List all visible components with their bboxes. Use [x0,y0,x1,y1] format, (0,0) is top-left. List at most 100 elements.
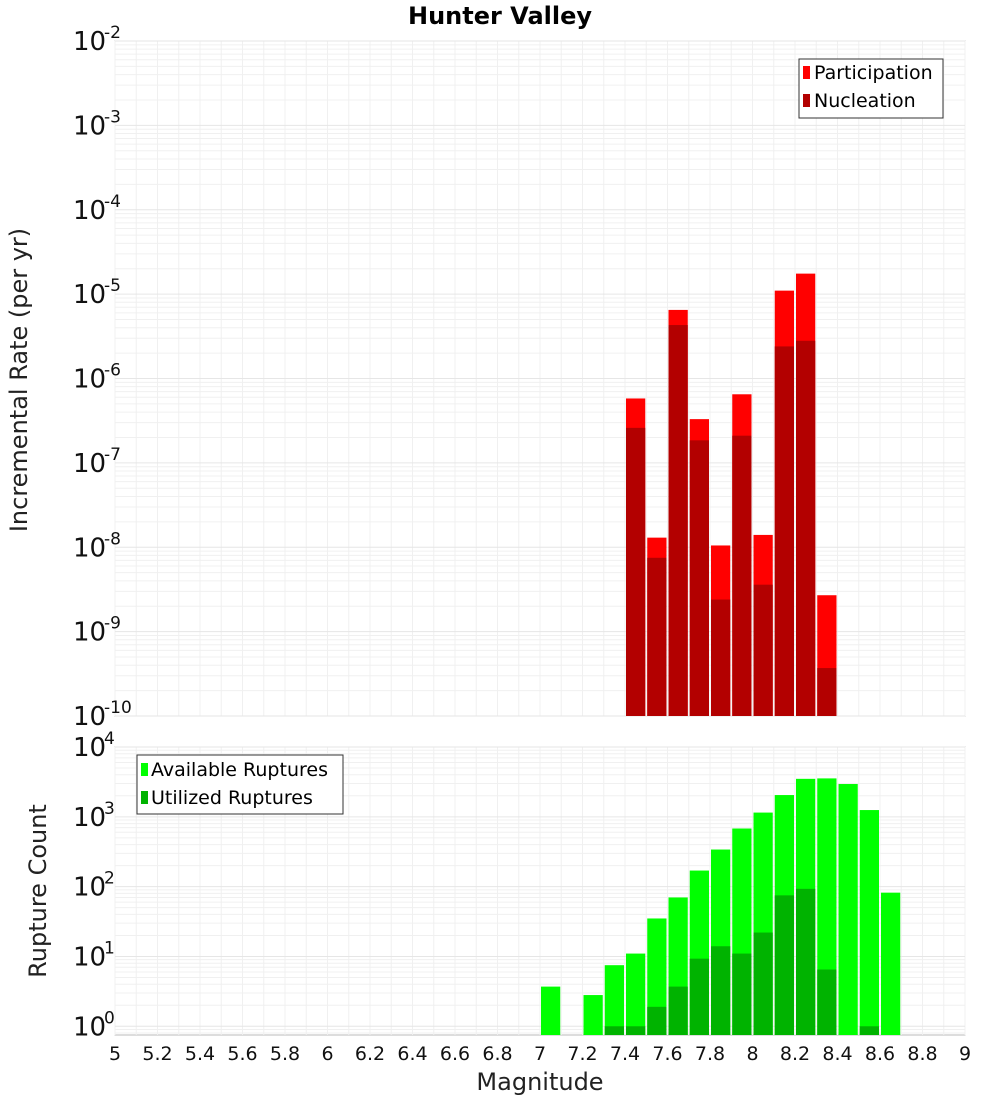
bar-nucleation [647,557,667,716]
x-tick-label: 9 [959,1043,971,1065]
x-tick-label: 7.2 [567,1043,597,1065]
bar-utilized-ruptures [817,969,837,1035]
x-tick-label: 7.6 [652,1043,682,1065]
x-axis-label: Magnitude [476,1068,603,1096]
legend-label-utilized-ruptures: Utilized Ruptures [151,787,313,809]
legend-swatch-nucleation [803,94,810,107]
chart-title: Hunter Valley [408,2,592,30]
y-tick-label: 10 [73,1012,106,1042]
bar-utilized-ruptures [626,1026,646,1035]
rate-legend-box [798,58,944,119]
bar-utilized-ruptures [859,1026,879,1035]
y-tick-exponent: -6 [104,361,121,381]
y-tick-label: 10 [73,196,106,226]
y-tick-label: 10 [73,27,106,57]
rate-legend: Participation Nucleation [798,58,944,119]
bar-utilized-ruptures [711,946,731,1035]
x-tick-label: 6.6 [440,1043,470,1065]
bar-available-ruptures [838,784,858,1035]
bar-nucleation [626,427,646,716]
x-tick-label: 7.8 [695,1043,725,1065]
bar-utilized-ruptures [689,958,709,1035]
y-tick-exponent: -10 [104,698,132,718]
y-tick-exponent: -8 [104,529,121,549]
bar-utilized-ruptures [774,895,794,1035]
y-tick-exponent: 1 [104,938,115,958]
bar-utilized-ruptures [647,1006,667,1035]
bar-available-ruptures [626,953,646,1035]
legend-label-participation: Participation [814,62,933,84]
x-tick-label: 6.4 [397,1043,427,1065]
rate-bars [626,273,837,716]
bar-utilized-ruptures [668,986,688,1035]
x-tick-label: 5.2 [142,1043,172,1065]
y-tick-exponent: -9 [104,614,121,634]
legend-swatch-utilized-ruptures [141,791,148,804]
count-legend-box [136,754,344,815]
bar-available-ruptures [541,986,561,1035]
y-tick-label: 10 [73,702,106,732]
y-tick-label: 10 [73,618,106,648]
x-tick-label: 5.6 [227,1043,257,1065]
x-tick-label: 7 [534,1043,546,1065]
rate-grid [114,40,966,717]
y-tick-exponent: -5 [104,276,121,296]
y-tick-exponent: -7 [104,445,121,465]
bar-utilized-ruptures [732,953,752,1035]
x-tick-label: 8.4 [822,1043,852,1065]
y-tick-exponent: -3 [104,107,121,127]
bar-utilized-ruptures [604,1026,624,1035]
x-tick-label: 5.8 [270,1043,300,1065]
x-tick-label: 8.2 [780,1043,810,1065]
y-tick-exponent: -2 [104,23,121,43]
bar-available-ruptures [583,995,603,1035]
y-tick-label: 10 [73,111,106,141]
x-tick-label: 6.2 [355,1043,385,1065]
x-tick-label: 8 [746,1043,758,1065]
bar-utilized-ruptures [796,888,816,1035]
x-tick-label: 8.6 [865,1043,895,1065]
y-tick-exponent: -4 [104,192,121,212]
y-tick-label: 10 [73,533,106,563]
bar-nucleation [732,435,752,716]
y-tick-exponent: 0 [104,1008,115,1028]
count-legend: Available Ruptures Utilized Ruptures [136,754,344,815]
legend-swatch-available-ruptures [141,763,148,776]
x-tick-label: 7.4 [610,1043,640,1065]
count-y-axis-label: Rupture Count [24,804,52,978]
rate-y-axis-label: Incremental Rate (per yr) [5,228,33,532]
y-tick-label: 10 [73,449,106,479]
bar-available-ruptures [604,965,624,1035]
bar-nucleation [796,340,816,716]
legend-label-available-ruptures: Available Ruptures [151,759,328,781]
bar-nucleation [689,440,709,716]
bar-nucleation [774,346,794,716]
y-tick-label: 10 [73,280,106,310]
bar-utilized-ruptures [753,932,773,1035]
y-tick-label: 10 [73,873,106,903]
y-tick-label: 10 [73,803,106,833]
legend-swatch-participation [803,66,810,79]
x-tick-label: 6.8 [482,1043,512,1065]
x-tick-label: 6 [321,1043,333,1065]
y-tick-label: 10 [73,733,106,763]
bar-nucleation [753,584,773,716]
y-tick-label: 10 [73,942,106,972]
y-tick-exponent: 2 [104,869,115,889]
x-ticks: 5 5.2 5.4 5.6 5.8 6 6.2 6.4 6.6 6.8 7 7.2 7.4 7.6 7.8 8… [109,1043,971,1065]
bar-nucleation [668,325,688,716]
bar-nucleation [711,599,731,716]
bar-available-ruptures [859,810,879,1035]
x-tick-label: 5 [109,1043,121,1065]
bar-nucleation [817,668,837,716]
count-bars [541,778,901,1035]
y-tick-label: 10 [73,365,106,395]
legend-label-nucleation: Nucleation [814,90,916,112]
x-tick-label: 5.4 [185,1043,215,1065]
x-tick-label: 8.8 [907,1043,937,1065]
